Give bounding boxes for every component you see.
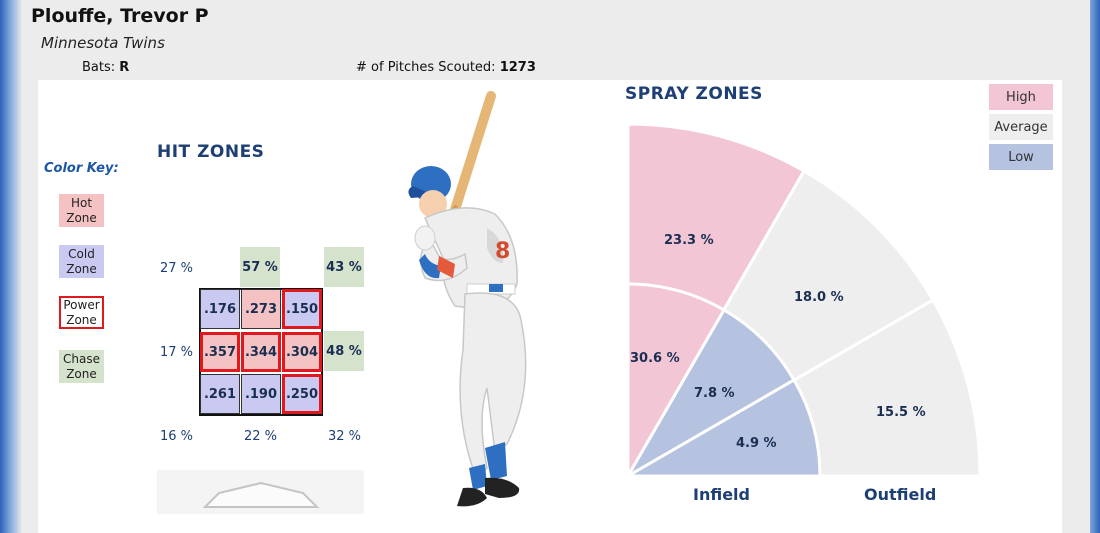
- chase-pct-mid-right: 48 %: [326, 343, 362, 359]
- spray-label-outfield-left: 23.3 %: [664, 233, 714, 248]
- hot-zone-key-line1: Hot: [70, 195, 93, 210]
- svg-text:8: 8: [495, 239, 510, 264]
- legend-high: High: [989, 84, 1053, 110]
- chase-pct-mid-left: 17 %: [160, 345, 194, 360]
- spray-zone-infield-center: [628, 307, 797, 478]
- chase-zone-key-line1: Chase: [63, 351, 100, 366]
- bats-value: R: [119, 60, 130, 75]
- infield-label: Infield: [693, 485, 750, 504]
- home-plate-icon: [157, 470, 364, 514]
- chase-zone-top-middle: 57 %: [240, 247, 280, 287]
- pitches-label: # of Pitches Scouted:: [356, 60, 496, 75]
- hit-zone-r2c2: .344: [241, 332, 281, 372]
- hit-zone-r2c1: .357: [200, 332, 240, 372]
- chase-zone-key-line2: Zone: [66, 366, 97, 381]
- hot-zone-key: Hot Zone: [59, 194, 104, 227]
- legend-low-label: Low: [1008, 149, 1034, 165]
- color-key-title: Color Key:: [44, 161, 119, 176]
- hit-zone-value: .150: [285, 301, 319, 317]
- power-zone-key-line1: Power: [63, 297, 100, 312]
- hit-zones-title: HIT ZONES: [157, 142, 265, 162]
- hit-zone-r1c2: .273: [241, 289, 281, 329]
- chase-zone-mid-right: 48 %: [324, 331, 364, 371]
- hit-zone-r3c2: .190: [241, 374, 281, 414]
- spray-zones-title: SPRAY ZONES: [625, 84, 763, 104]
- spray-zone-infield-right: [628, 377, 822, 478]
- cold-zone-key-line1: Cold: [68, 246, 95, 261]
- outfield-label: Outfield: [864, 485, 937, 504]
- spray-zones-chart: 23.3 % 18.0 % 15.5 % 30.6 % 7.8 % 4.9 %: [628, 122, 982, 480]
- power-zone-key: Power Zone: [59, 296, 104, 329]
- cold-zone-key: Cold Zone: [59, 245, 104, 278]
- spray-label-infield-center: 7.8 %: [694, 386, 735, 401]
- chase-zone-key: Chase Zone: [59, 350, 104, 383]
- hit-zone-r1c3: .150: [282, 289, 322, 329]
- chase-pct-top-middle: 57 %: [242, 259, 278, 275]
- legend-high-label: High: [1006, 89, 1036, 105]
- hit-zone-value: .250: [285, 386, 319, 402]
- legend-average: Average: [989, 114, 1053, 140]
- spray-label-outfield-right: 15.5 %: [876, 405, 926, 420]
- hit-zone-value: .344: [244, 344, 278, 360]
- chase-pct-bottom-right: 32 %: [328, 429, 362, 444]
- team-name: Minnesota Twins: [41, 34, 165, 52]
- power-zone-key-line2: Zone: [66, 312, 97, 327]
- chase-pct-top-right: 43 %: [326, 259, 362, 275]
- legend-average-label: Average: [994, 119, 1048, 135]
- hit-zone-value: .304: [285, 344, 319, 360]
- chase-zone-top-right: 43 %: [324, 247, 364, 287]
- chase-pct-bottom-left: 16 %: [160, 429, 194, 444]
- spray-label-outfield-center: 18.0 %: [794, 290, 844, 305]
- hit-zone-value: .261: [203, 386, 237, 402]
- hit-zone-r1c1: .176: [200, 289, 240, 329]
- cold-zone-key-line2: Zone: [66, 261, 97, 276]
- pitches-value: 1273: [499, 60, 536, 75]
- hot-zone-key-line2: Zone: [66, 210, 97, 225]
- hit-zone-r3c3: .250: [282, 374, 322, 414]
- chase-pct-bottom-middle: 22 %: [244, 429, 278, 444]
- bats-label: Bats:: [82, 60, 116, 75]
- player-name: Plouffe, Trevor P: [31, 5, 209, 27]
- batter-illustration-icon: 8: [408, 91, 527, 507]
- hit-zone-value: .176: [203, 301, 237, 317]
- legend-low: Low: [989, 144, 1053, 170]
- hit-zone-value: .357: [203, 344, 237, 360]
- hit-zone-r3c1: .261: [200, 374, 240, 414]
- spray-label-infield-left: 30.6 %: [630, 351, 680, 366]
- chase-pct-top-left: 27 %: [160, 261, 194, 276]
- hit-zone-value: .273: [244, 301, 278, 317]
- spray-zone-infield-left: [628, 282, 727, 479]
- bats-info: Bats: R: [82, 60, 129, 75]
- hit-zone-value: .190: [244, 386, 278, 402]
- hit-zone-r2c3: .304: [282, 332, 322, 372]
- pitches-info: # of Pitches Scouted: 1273: [356, 60, 536, 75]
- spray-label-infield-right: 4.9 %: [736, 436, 777, 451]
